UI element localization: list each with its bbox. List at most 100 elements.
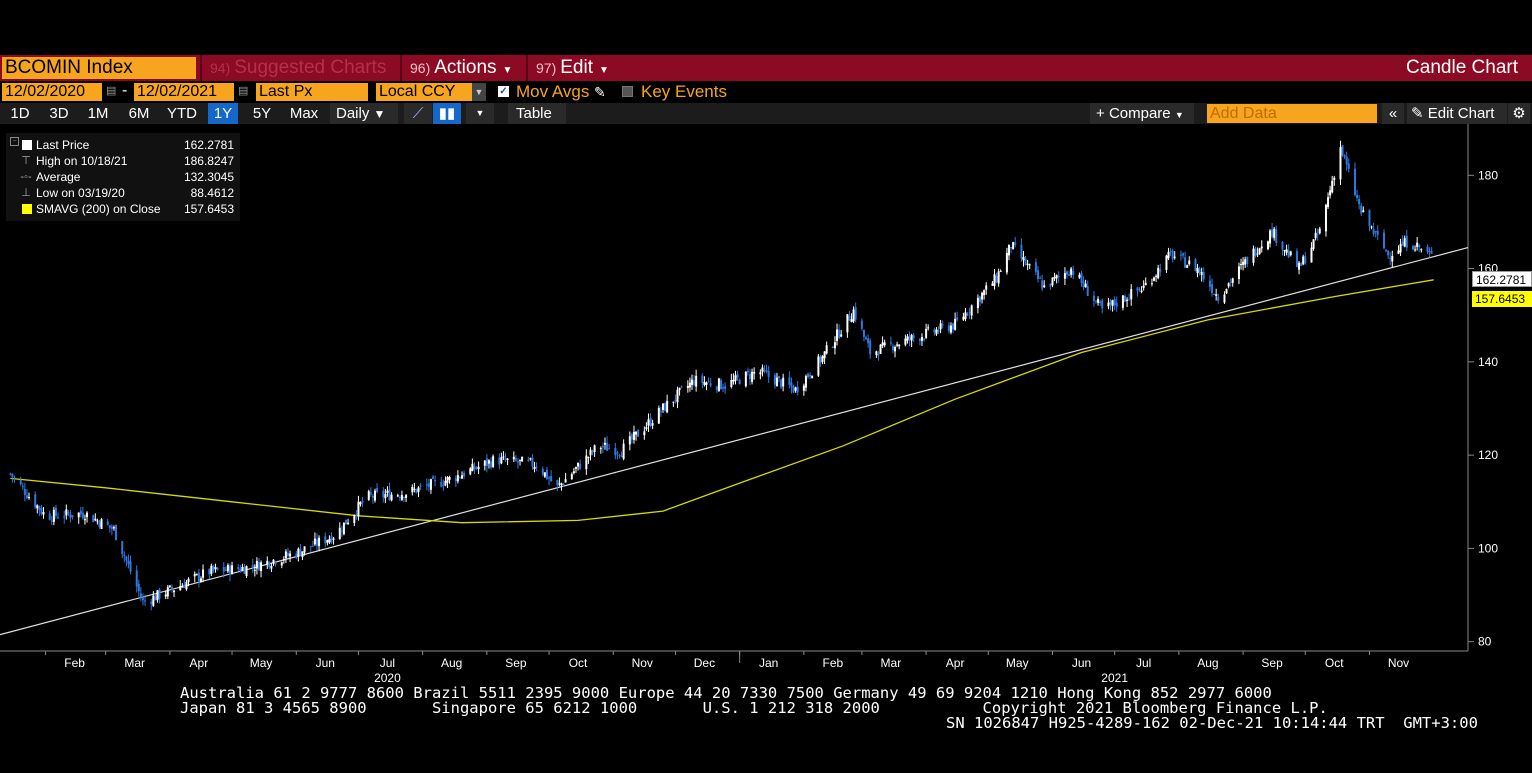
currency-select[interactable]: Local CCY [376,83,472,101]
period-button-3d[interactable]: 3D [49,105,69,122]
candle-down [1246,256,1249,265]
period-button-1d[interactable]: 1D [10,105,30,122]
legend-label: Average [36,170,81,184]
x-month-label: Sep [505,656,527,670]
candle-down [1300,263,1303,266]
candle-down [1358,198,1361,204]
x-month-label: Sep [1261,656,1283,670]
candle-down [1341,145,1344,156]
candle-down [877,353,880,356]
candle-down [121,541,124,555]
candle-up [651,423,654,426]
dropdown-arrow-icon[interactable]: ▼ [472,83,486,101]
collapse-icon[interactable]: « [1382,103,1404,124]
candle-down [315,539,318,546]
suggested-charts-button[interactable]: 94) Suggested Charts [200,55,398,81]
candle-up [599,448,602,450]
calendar-icon[interactable]: ▤ [106,85,117,97]
add-data-input[interactable]: Add Data [1207,104,1377,123]
mov-avgs-checkbox[interactable]: ✓ [498,86,509,97]
candle-up [751,371,754,382]
candle-up [970,305,973,316]
candle-up [36,505,39,509]
line-chart-icon[interactable]: ⟋ [404,103,432,124]
title-bar [0,55,1532,81]
period-button-1y[interactable]: 1Y [208,103,238,124]
candle-up [628,436,631,445]
candle-down [862,329,865,337]
candle-up [1007,244,1010,256]
candle-up [688,382,691,388]
candle-up [1055,275,1058,279]
period-button-ytd[interactable]: YTD [167,105,197,122]
candle-down [1124,295,1127,302]
candle-up [245,566,248,577]
candle-up [794,387,797,391]
edit-chart-button[interactable]: ✎ Edit Chart [1407,103,1507,124]
candle-down [819,356,822,363]
candle-down [98,521,101,527]
mov-avgs-label[interactable]: Mov Avgs [516,82,590,101]
caret-down-icon[interactable]: ▼ [466,103,494,124]
candle-up [1269,230,1272,244]
key-events-checkbox[interactable] [622,86,633,97]
x-month-label: Jun [1072,656,1091,670]
candle-down [1374,231,1377,233]
candle-down [616,452,619,454]
candle-down [57,517,60,519]
x-month-label: Apr [946,656,965,670]
candle-up [823,351,826,359]
actions-menu-button[interactable]: 96) Actions ▼ [400,55,524,81]
legend-label: SMAVG (200) on Close [36,202,161,216]
candle-down [637,430,640,437]
candle-up [28,496,31,498]
candle-down [1304,255,1307,264]
candle-up [577,462,580,467]
footer-contacts-line1: Australia 61 2 9777 8600 Brazil 5511 239… [180,684,1272,702]
candle-down [860,320,863,329]
period-button-max[interactable]: Max [289,105,319,122]
candle-chart-icon[interactable]: ▮▮ [433,103,461,124]
candle-up [1260,246,1263,249]
candle-up [301,551,304,558]
candle-up [193,573,196,577]
end-date-input[interactable]: 12/02/2021 [134,83,234,101]
table-button[interactable]: Table [508,103,566,124]
candle-up [1420,249,1423,251]
candle-down [889,342,892,344]
edit-menu-button[interactable]: 97) Edit ▼ [526,55,618,81]
period-button-6m[interactable]: 6M [128,105,150,122]
compare-button[interactable]: + Compare ▼ [1090,103,1194,124]
footer-contacts-line2: Japan 81 3 4565 8900 Singapore 65 6212 1… [180,699,1328,717]
key-events-label[interactable]: Key Events [641,82,727,101]
candle-down [330,536,333,543]
candle-up [533,466,536,470]
pencil-icon[interactable]: ✎ [594,84,606,100]
candle-down [311,545,314,547]
x-month-label: Mar [124,656,145,670]
ticker-field[interactable]: BCOMIN Index [2,57,196,79]
start-date-input[interactable]: 12/02/2020 [2,83,102,101]
candle-down [947,325,950,332]
candle-up [199,578,202,582]
calendar-icon[interactable]: ▤ [238,85,249,97]
x-month-label: Oct [1325,656,1344,670]
candle-up [676,389,679,403]
period-button-5y[interactable]: 5Y [252,105,272,122]
candle-up [338,527,341,540]
candle-up [817,356,820,376]
candle-up [976,297,979,308]
frequency-select[interactable]: Daily ▼ [330,103,398,124]
price-field-select[interactable]: Last Px [256,83,368,101]
candle-down [1430,251,1433,254]
candle-down [796,386,799,393]
gear-icon[interactable]: ⚙ [1508,103,1530,124]
candle-up [1225,288,1228,294]
candle-up [730,380,733,387]
collapse-tree-icon[interactable]: − [10,137,19,146]
period-button-1m[interactable]: 1M [87,105,109,122]
candle-down [398,497,401,499]
candle-up [1053,276,1056,279]
candle-down [324,536,327,544]
